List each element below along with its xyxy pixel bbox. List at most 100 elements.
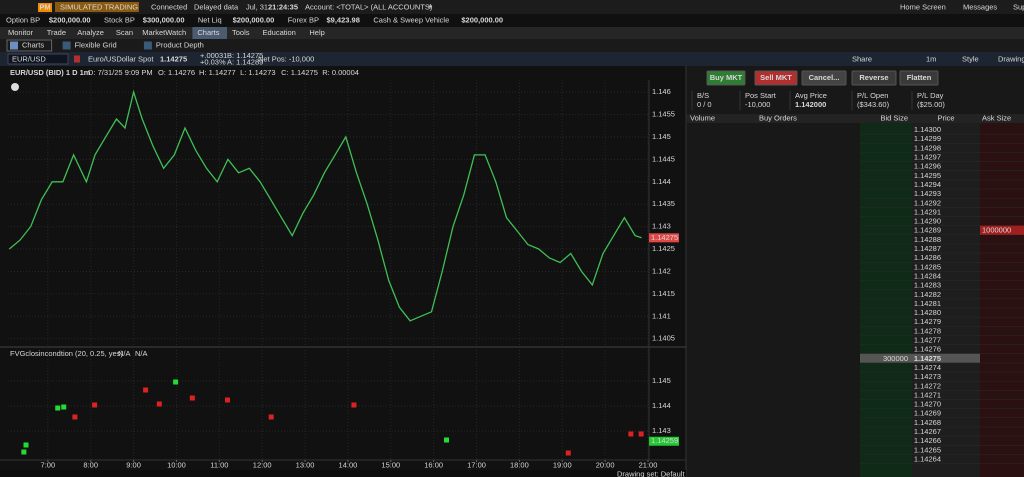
ladder-column: Buy Orders	[759, 113, 797, 122]
ladder-price[interactable]: 1.14294	[914, 180, 941, 189]
x-tick-label: 11:00	[210, 460, 228, 469]
tab[interactable]: Trade	[47, 28, 66, 37]
subtab[interactable]: Flexible Grid	[75, 40, 117, 49]
balance-label: Option BP	[6, 15, 40, 24]
ladder-price[interactable]: 1.14295	[914, 171, 941, 180]
y-tick-label: 1.1425	[652, 244, 675, 253]
tab[interactable]: Scan	[116, 28, 133, 37]
ladder-price[interactable]: 1.14283	[914, 281, 941, 290]
x-tick-label: 16:00	[424, 460, 443, 469]
order-button[interactable]	[899, 70, 939, 86]
balance-value: $200,000.00	[233, 15, 275, 24]
balance-label: Stock BP	[104, 15, 135, 24]
tab[interactable]: Monitor	[8, 28, 34, 37]
pm-badge	[38, 3, 52, 12]
ladder-price[interactable]: 1.14266	[914, 436, 941, 445]
stat-value: 1.142000	[795, 100, 826, 109]
x-tick-label: 8:00	[83, 460, 98, 469]
tab[interactable]: Tools	[232, 28, 250, 37]
ladder-price[interactable]: 1.14277	[914, 336, 941, 345]
ladder-price[interactable]: 1.14275	[914, 354, 941, 363]
tab[interactable]: Help	[309, 28, 324, 37]
ladder-price[interactable]: 1.14276	[914, 345, 941, 354]
order-button-label[interactable]: Cancel...	[809, 73, 840, 82]
ladder-column: Price	[937, 113, 954, 122]
top-link[interactable]: Home Screen	[900, 2, 946, 11]
status-strip	[0, 470, 686, 477]
ask-size[interactable]: 1000000	[982, 226, 1011, 235]
ladder-price[interactable]: 1.14289	[914, 226, 941, 235]
order-button[interactable]	[801, 70, 847, 86]
order-button-label[interactable]: Buy MKT	[710, 73, 743, 82]
x-tick-label: 10:00	[167, 460, 186, 469]
ladder-price[interactable]: 1.14284	[914, 271, 941, 280]
chart-tool[interactable]: Share	[852, 54, 872, 63]
tab[interactable]: Charts	[197, 28, 219, 37]
ladder-price[interactable]: 1.14282	[914, 290, 941, 299]
order-button-label[interactable]: Reverse	[859, 73, 888, 82]
top-link[interactable]: Support / Chat	[1013, 2, 1024, 11]
chart-tool[interactable]: 1m	[926, 54, 936, 63]
order-button[interactable]	[706, 70, 746, 86]
tab[interactable]: MarketWatch	[142, 28, 186, 37]
bid-size[interactable]: 300000	[883, 354, 908, 363]
ladder-price[interactable]: 1.14299	[914, 134, 941, 143]
stat-label: B/S	[697, 91, 709, 100]
y-tick-label: 1.144	[652, 401, 671, 410]
last-price: 1.14275	[160, 54, 187, 63]
top-link[interactable]: Messages	[963, 2, 997, 11]
ladder-highlight	[860, 353, 980, 363]
chart-tool[interactable]: Style	[962, 54, 979, 63]
badge: PM	[39, 2, 50, 11]
ladder-price[interactable]: 1.14291	[914, 207, 941, 216]
x-tick-label: 15:00	[381, 460, 400, 469]
subtab[interactable]: Charts	[22, 40, 44, 49]
ladder-price[interactable]: 1.14288	[914, 235, 941, 244]
ladder-price[interactable]: 1.14281	[914, 299, 941, 308]
ladder-price[interactable]: 1.14287	[914, 244, 941, 253]
ladder-price[interactable]: 1.14298	[914, 143, 941, 152]
order-button[interactable]	[754, 70, 798, 86]
subtab[interactable]: Product Depth	[156, 40, 204, 49]
ladder-price[interactable]: 1.14272	[914, 381, 941, 390]
ladder-column: Ask Size	[982, 113, 1011, 122]
ladder-price[interactable]: 1.14300	[914, 125, 941, 134]
ladder-price[interactable]: 1.14264	[914, 454, 941, 463]
ladder-price[interactable]: 1.14285	[914, 262, 941, 271]
y-tick-label: 1.143	[652, 222, 671, 231]
ladder-price[interactable]: 1.14274	[914, 363, 941, 372]
symbol[interactable]: EUR/USD	[12, 54, 46, 63]
ladder-price[interactable]: 1.14293	[914, 189, 941, 198]
signal-dot	[72, 414, 78, 420]
ladder-price[interactable]: 1.14286	[914, 253, 941, 262]
balance-bar	[0, 14, 1024, 27]
order-button-label[interactable]: Sell MKT	[760, 73, 792, 82]
tab[interactable]: Education	[263, 28, 296, 37]
tab[interactable]: Analyze	[77, 28, 104, 37]
ladder-price[interactable]: 1.14265	[914, 445, 941, 454]
order-button[interactable]	[851, 70, 897, 86]
ladder-price[interactable]: 1.14292	[914, 198, 941, 207]
ladder-price[interactable]: 1.14273	[914, 372, 941, 381]
footer: Drawing set: Default	[617, 469, 685, 477]
ladder-price[interactable]: 1.14270	[914, 400, 941, 409]
ladder-price[interactable]: 1.14269	[914, 409, 941, 418]
ladder-price[interactable]: 1.14267	[914, 427, 941, 436]
order-button-label[interactable]: Flatten	[907, 73, 932, 82]
ladder-price[interactable]: 1.14279	[914, 317, 941, 326]
x-tick-label: 7:00	[41, 460, 56, 469]
account[interactable]: Account: <TOTAL> (ALL ACCOUNTS)	[305, 2, 433, 11]
stat-value: ($343.60)	[857, 100, 890, 109]
ladder-price[interactable]: 1.14296	[914, 162, 941, 171]
stat-value: ($25.00)	[917, 100, 945, 109]
ladder-price[interactable]: 1.14297	[914, 153, 941, 162]
ladder-price[interactable]: 1.14278	[914, 326, 941, 335]
ladder-price[interactable]: 1.14268	[914, 418, 941, 427]
study-name: FVGclosincondtion (20, 0.25, yes)	[10, 349, 123, 358]
change: +.00031	[200, 51, 227, 60]
ladder-price[interactable]: 1.14280	[914, 308, 941, 317]
ladder-price[interactable]: 1.14290	[914, 217, 941, 226]
ladder-price[interactable]: 1.14271	[914, 390, 941, 399]
add-button[interactable]: +	[428, 2, 433, 11]
